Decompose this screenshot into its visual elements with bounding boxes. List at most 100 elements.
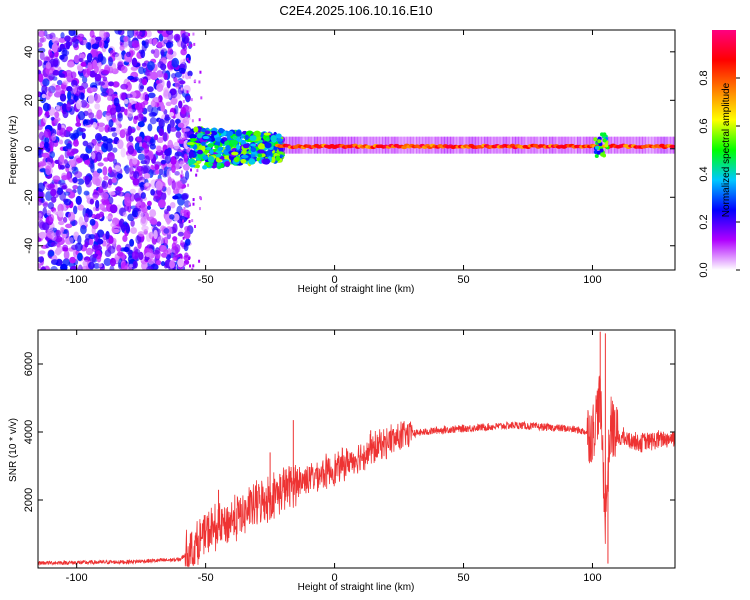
- spectrogram-cell: [250, 143, 257, 147]
- spectrogram-cell: [71, 244, 78, 251]
- spectrogram-cell: [72, 39, 79, 49]
- spectrogram-cell: [69, 256, 76, 264]
- spectrogram-cell: [48, 213, 55, 223]
- spectrogram-cell: [147, 123, 153, 132]
- spectrogram-cell: [165, 101, 172, 107]
- spectrogram-cell: [77, 110, 86, 121]
- spectrogram-cell: [80, 224, 87, 235]
- y-tick-label: 6000: [23, 352, 35, 376]
- spectrogram-cell: [141, 225, 149, 232]
- spectrogram-cell: [594, 145, 599, 150]
- spectrogram-cell: [172, 213, 180, 222]
- spectrogram-cell: [188, 114, 191, 118]
- spectrogram-cell: [145, 252, 152, 258]
- spectrogram-cell: [97, 162, 104, 167]
- spectrogram-cell: [158, 33, 164, 42]
- spectrogram-cell: [55, 229, 61, 237]
- spectrogram-cell: [183, 230, 191, 240]
- spectrogram-cell: [166, 168, 171, 179]
- spectrogram-cell: [184, 200, 191, 208]
- spectrogram-cell: [38, 262, 42, 269]
- spectrogram-cell: [190, 44, 193, 48]
- spectrogram-cell: [248, 158, 256, 165]
- spectrogram-cell: [83, 190, 90, 196]
- colorbar-tick-label: 0.4: [698, 166, 710, 181]
- spectrogram-cell: [186, 57, 189, 61]
- spectrogram-cell: [52, 210, 60, 215]
- spectrogram-cell: [136, 200, 142, 206]
- x-tick-label: 100: [583, 572, 601, 584]
- spectrogram-cell: [38, 131, 45, 141]
- spectrogram-cell: [59, 54, 65, 60]
- spectrogram-cell: [72, 85, 78, 94]
- spectrogram-cell: [56, 79, 63, 86]
- spectrogram-cell: [188, 60, 191, 64]
- spectrogram-cell: [71, 166, 77, 171]
- spectrogram-cell: [180, 170, 183, 174]
- spectrogram-cell: [137, 146, 145, 151]
- spectrogram-cell: [64, 191, 71, 196]
- spectrogram-cell: [120, 223, 127, 232]
- spectrogram-x-ticks: -100 -50 0 50 100: [66, 30, 602, 286]
- spectrogram-cell: [45, 165, 52, 176]
- spectrogram-cell: [182, 100, 185, 104]
- spectrogram-cell: [129, 263, 134, 268]
- x-tick-label: 50: [457, 572, 469, 584]
- spectrogram-cell: [186, 142, 195, 146]
- spectrogram-cell: [204, 130, 211, 135]
- spectrogram-cell: [264, 142, 272, 149]
- spectrogram-cell: [89, 237, 94, 246]
- spectrogram-cell: [191, 119, 194, 123]
- spectrogram-cell: [80, 61, 87, 67]
- spectrogram-cell: [163, 72, 168, 81]
- spectrogram-cell: [276, 151, 285, 155]
- snr-line: [38, 375, 675, 568]
- spectrogram-cell: [180, 174, 183, 178]
- spectrogram-cell: [113, 97, 120, 107]
- spectrogram-cell: [132, 178, 140, 186]
- spectrogram-cell: [157, 235, 165, 245]
- spectrogram-cell: [142, 100, 149, 106]
- spectrogram-cell: [97, 122, 105, 127]
- spectrogram-cell: [125, 51, 131, 58]
- spectrogram-cell: [263, 132, 271, 136]
- colorbar: 0.0 0.2 0.4 0.6 0.8 Normalized spectral ampl…: [698, 30, 740, 278]
- spectrogram-cell: [69, 237, 74, 245]
- spectrogram-cell: [41, 84, 48, 94]
- spectrogram-cell: [38, 59, 43, 67]
- spectrogram-cell: [95, 151, 103, 162]
- spectrogram-cell: [94, 93, 101, 104]
- spectrogram-cell: [55, 85, 62, 96]
- spectrogram-cell: [46, 229, 55, 239]
- spectrogram-cell: [38, 199, 42, 206]
- spectrogram-cell: [94, 103, 101, 110]
- y-tick-label: 20: [23, 94, 35, 106]
- spectrogram-cell: [165, 41, 174, 49]
- spectrogram-cell: [214, 145, 219, 149]
- spectrogram-cell: [51, 133, 57, 142]
- spectrogram-cell: [174, 104, 179, 115]
- spectrogram-cell: [38, 72, 44, 83]
- spectrogram-cell: [63, 250, 70, 260]
- spectrogram-cell: [45, 147, 51, 152]
- spectrogram-cell: [66, 71, 72, 78]
- spectrogram-cell: [50, 196, 57, 203]
- spectrogram-cell: [58, 37, 67, 44]
- spectrogram-cell: [51, 43, 58, 53]
- spectrogram-cell: [62, 216, 68, 223]
- x-tick-label: 0: [332, 572, 338, 584]
- spectrogram-cell: [173, 252, 180, 261]
- spectrogram-cell: [87, 94, 95, 104]
- spectrogram-cell: [160, 191, 167, 202]
- spectrogram-cell: [82, 68, 91, 78]
- spectrogram-cell: [270, 135, 277, 142]
- spectrogram-cell: [45, 110, 50, 118]
- colorbar-tick-label: 0.0: [698, 262, 710, 277]
- spectrogram-cell: [181, 194, 189, 201]
- spectrogram-cell: [167, 176, 172, 186]
- spectrogram-cell: [109, 107, 117, 116]
- spectrogram-cell: [223, 155, 231, 160]
- spectrogram-cell: [61, 184, 68, 190]
- spectrogram-cell: [180, 136, 183, 140]
- spectrogram-cell: [92, 194, 99, 200]
